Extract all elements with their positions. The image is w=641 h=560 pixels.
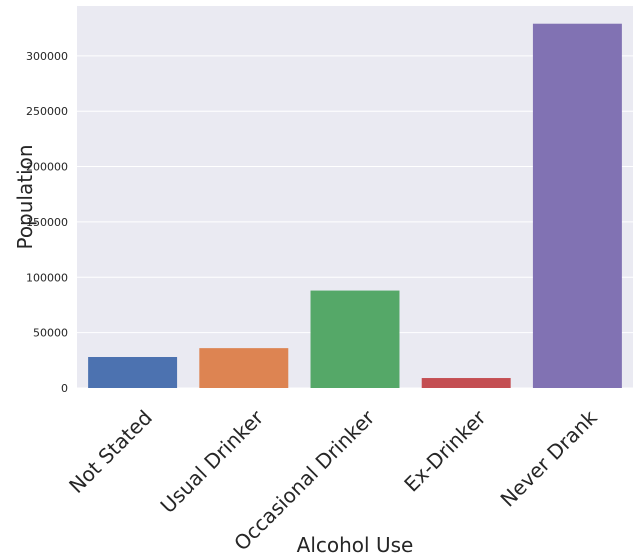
bar xyxy=(310,290,400,388)
x-axis-title: Alcohol Use xyxy=(297,533,414,557)
bar xyxy=(532,23,622,388)
bar xyxy=(199,348,289,388)
x-tick-label: Never Drank xyxy=(496,405,602,511)
y-tick-label: 250000 xyxy=(26,105,68,118)
x-tick-label: Ex-Drinker xyxy=(399,405,491,497)
y-tick-label: 0 xyxy=(61,382,68,395)
y-tick-label: 300000 xyxy=(26,50,68,63)
y-tick-label: 150000 xyxy=(26,216,68,229)
y-tick-label: 200000 xyxy=(26,161,68,174)
x-tick-label: Not Stated xyxy=(64,405,157,498)
x-tick-label: Usual Drinker xyxy=(156,405,269,518)
bar xyxy=(421,378,511,388)
y-tick-label: 100000 xyxy=(26,271,68,284)
y-axis-title: Population xyxy=(13,144,37,249)
y-tick-label: 50000 xyxy=(33,327,68,340)
bars xyxy=(88,23,622,388)
y-tick-labels: 0 50000 100000 150000 200000 250000 300000 xyxy=(26,50,68,395)
bar xyxy=(88,356,178,388)
